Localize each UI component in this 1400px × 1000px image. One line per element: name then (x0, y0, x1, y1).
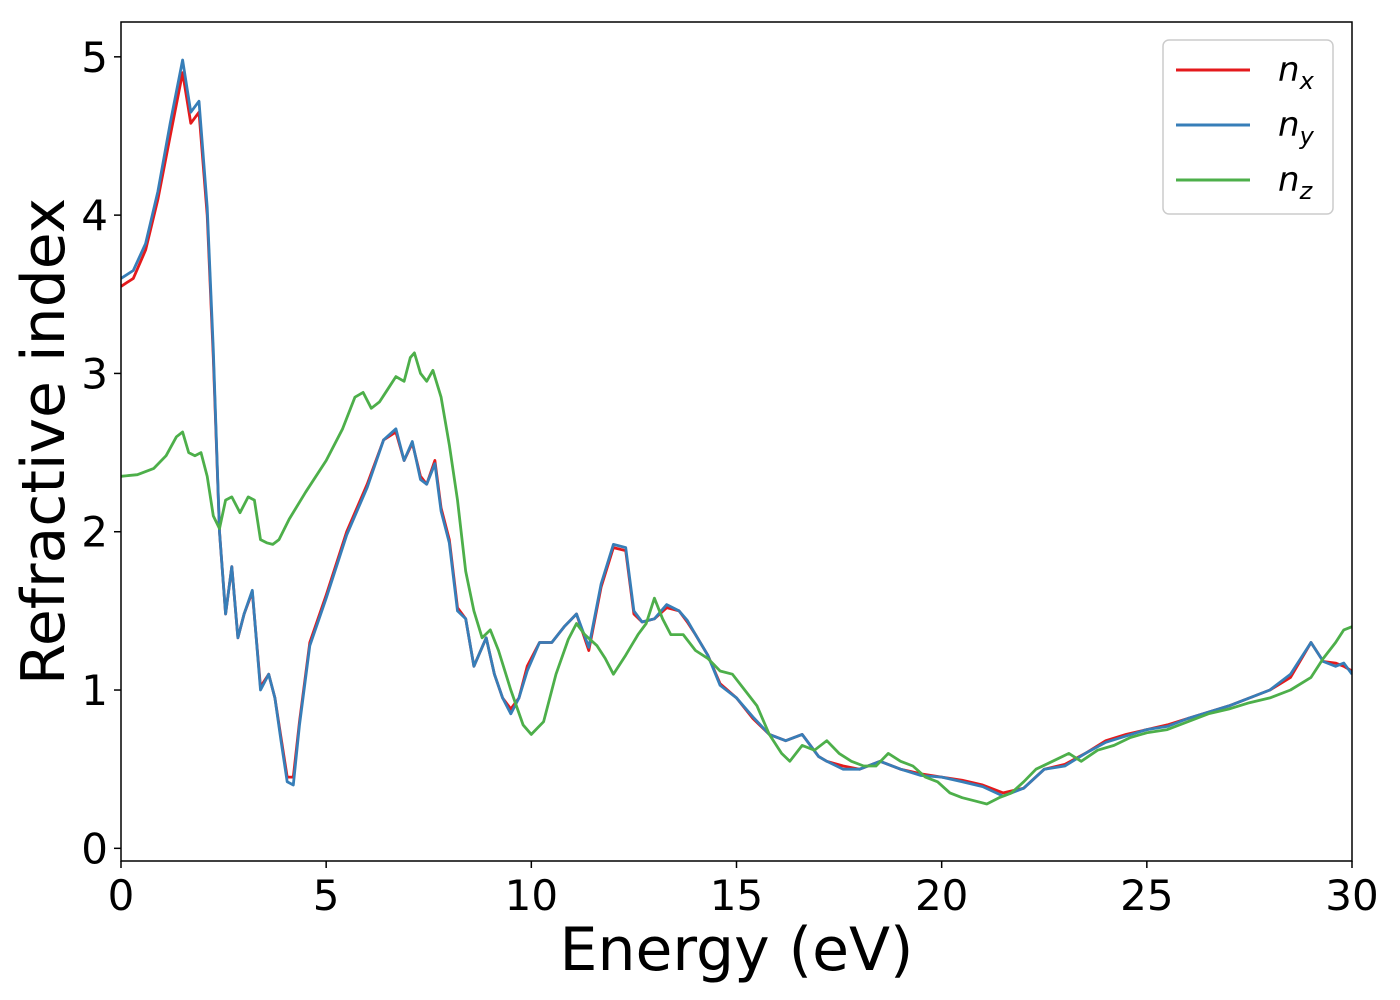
legend: nx ny nz (1162, 39, 1334, 215)
x-tick-label: 10 (505, 871, 558, 920)
y-tick-label: 2 (81, 508, 108, 557)
legend-label-x: nx (1278, 50, 1315, 95)
x-axis-label: Energy (eV) (560, 915, 914, 985)
y-tick-label: 5 (81, 33, 108, 82)
x-tick-label: 20 (915, 871, 968, 920)
y-tick-label: 4 (81, 191, 108, 240)
series-line-y (121, 58, 1352, 798)
x-tick-label: 15 (710, 871, 763, 920)
x-tick-label: 0 (108, 871, 135, 920)
y-tick-label: 3 (81, 349, 108, 398)
y-tick-label: 0 (81, 824, 108, 873)
x-tick-label: 5 (313, 871, 340, 920)
ticks-layer: 0 5 10 15 20 25 30 0 1 2 3 4 5 (81, 33, 1378, 920)
series-layer (121, 58, 1352, 806)
y-tick-label: 1 (81, 666, 108, 715)
legend-box (1162, 39, 1334, 215)
legend-label-z: nz (1278, 160, 1314, 205)
series-line-z (121, 351, 1352, 806)
x-tick-label: 25 (1120, 871, 1173, 920)
legend-label-y: ny (1278, 105, 1315, 150)
x-tick-label: 30 (1325, 871, 1378, 920)
y-axis-label: Refractive index (9, 198, 79, 685)
